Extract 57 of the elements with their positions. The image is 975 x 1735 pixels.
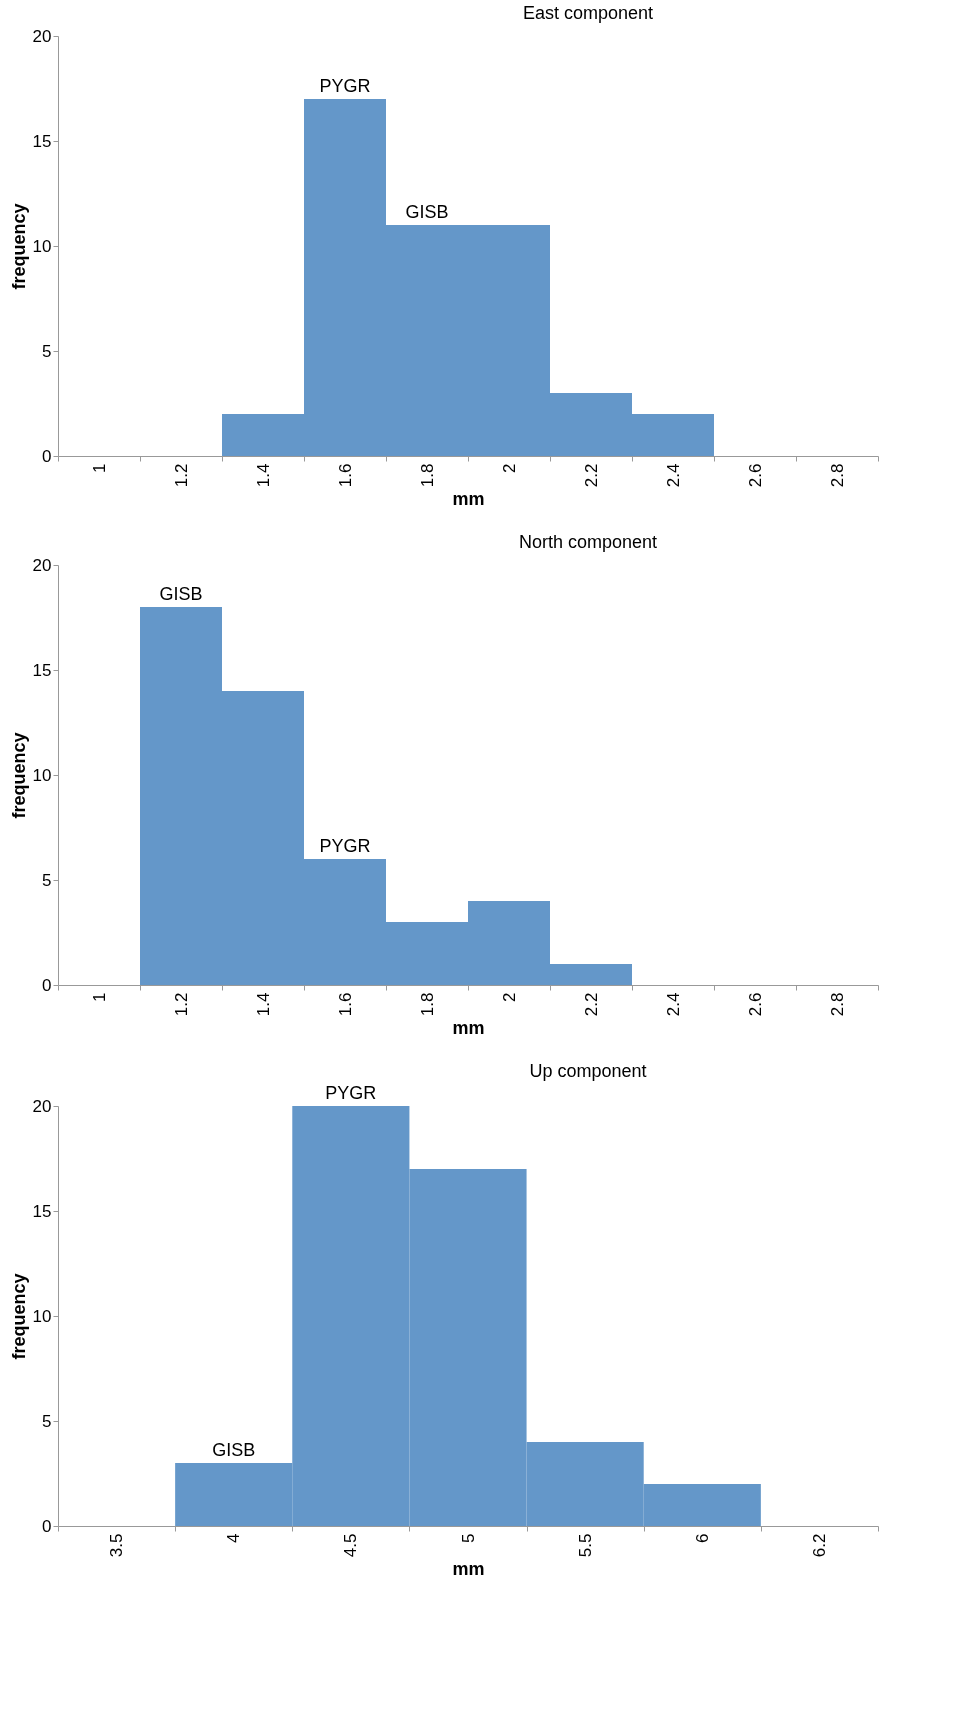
y-tick-label: 20 <box>32 26 52 46</box>
y-tick-label: 15 <box>32 660 52 680</box>
y-axis-title: frequency <box>8 732 29 819</box>
annotation: PYGR <box>325 1083 377 1103</box>
y-tick-label: 0 <box>42 446 52 466</box>
x-tick-label: 1.4 <box>253 992 273 1017</box>
x-tick-label: 2.8 <box>827 992 847 1017</box>
x-tick-label: 2.4 <box>663 463 683 488</box>
y-tick-label: 10 <box>32 1306 52 1326</box>
chart-title: Up component <box>529 1061 647 1081</box>
x-tick-label: 2.6 <box>745 992 765 1017</box>
chart-title: East component <box>522 3 654 23</box>
x-axis-title: mm <box>452 1559 485 1580</box>
x-tick-label: 6 <box>692 1533 712 1543</box>
x-tick-label: 2 <box>499 992 519 1002</box>
y-tick-label: 20 <box>32 1096 52 1116</box>
annotation: GISB <box>159 584 203 604</box>
y-tick-label: 0 <box>42 1516 52 1536</box>
y-tick-label: 5 <box>42 870 52 890</box>
x-tick-label: 2.2 <box>581 463 601 488</box>
y-axis-title: frequency <box>8 1273 29 1360</box>
y-tick-label: 10 <box>32 765 52 785</box>
x-tick-label: 1.8 <box>417 992 437 1017</box>
x-axis-title: mm <box>452 489 485 510</box>
x-tick-label: 3.5 <box>107 1533 127 1558</box>
y-tick-label: 0 <box>42 975 52 995</box>
y-tick-label: 20 <box>32 555 52 575</box>
x-tick-label: 2.4 <box>663 992 683 1017</box>
x-tick-label: 5 <box>458 1533 478 1543</box>
y-tick-label: 15 <box>32 131 52 151</box>
x-tick-label: 2.2 <box>581 992 601 1017</box>
annotation: PYGR <box>319 76 371 96</box>
chart-title: North component <box>518 532 658 552</box>
x-tick-label: 1.8 <box>417 463 437 488</box>
x-tick-label: 2 <box>499 463 519 473</box>
y-axis-title: frequency <box>8 203 29 290</box>
y-tick-label: 15 <box>32 1201 52 1221</box>
annotation: GISB <box>212 1440 256 1460</box>
x-tick-label: 1.6 <box>335 992 355 1017</box>
x-tick-label: 1 <box>89 463 109 473</box>
x-tick-label: 1 <box>89 992 109 1002</box>
y-tick-label: 5 <box>42 341 52 361</box>
x-tick-label: 1.6 <box>335 463 355 488</box>
x-tick-label: 1.2 <box>171 463 191 488</box>
x-tick-label: 1.2 <box>171 992 191 1017</box>
x-tick-label: 6.2 <box>809 1533 829 1558</box>
x-axis-title: mm <box>452 1018 485 1039</box>
annotation: PYGR <box>319 836 371 856</box>
x-tick-label: 1.4 <box>253 463 273 488</box>
x-tick-label: 2.8 <box>827 463 847 488</box>
x-tick-label: 4 <box>224 1533 244 1543</box>
x-tick-label: 4.5 <box>341 1533 361 1558</box>
annotation: GISB <box>405 202 449 222</box>
x-tick-label: 5.5 <box>575 1533 595 1558</box>
y-tick-label: 10 <box>32 236 52 256</box>
y-tick-label: 5 <box>42 1411 52 1431</box>
x-tick-label: 2.6 <box>745 463 765 488</box>
